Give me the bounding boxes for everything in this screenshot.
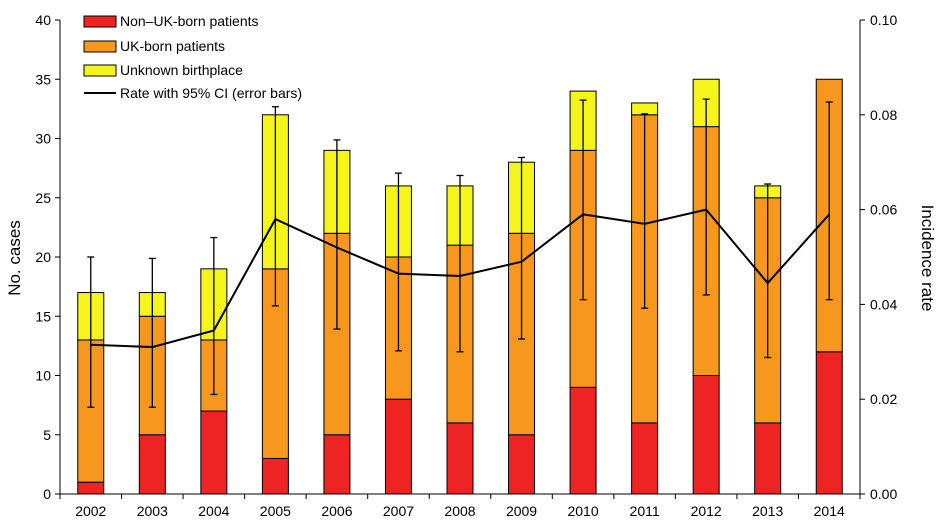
y-axis-title: No. cases <box>5 220 24 296</box>
x-tick-label-2014: 2014 <box>814 503 845 519</box>
bar-segment-2004-s0 <box>200 410 228 495</box>
y-tick-label-25: 25 <box>35 190 51 206</box>
bar-segment-2013-s0 <box>754 422 782 495</box>
axes-layer: 0 5 10 15 20 25 30 35 40 0.00 0.02 0.04 0.06 0.08 0.10… <box>35 12 897 519</box>
y2-axis-title: Incidence rate <box>918 205 937 312</box>
y-tick-label-30: 30 <box>35 131 51 147</box>
bar-segment-2011-s2 <box>631 102 659 116</box>
rate-line-layer <box>87 98 833 408</box>
bar-segment-2009-s0 <box>508 434 536 495</box>
bar-segment-2007-s0 <box>384 398 412 495</box>
bar-segment-2010-s0 <box>569 386 597 495</box>
x-tick-label-2011: 2011 <box>630 503 660 519</box>
x-tick-label-2004: 2004 <box>198 503 229 519</box>
y-tick-label-35: 35 <box>35 71 51 87</box>
legend-swatch-non-uk-born <box>83 15 117 28</box>
y2-tick-label-0.02: 0.02 <box>870 391 897 407</box>
x-tick-label-2009: 2009 <box>506 503 537 519</box>
y2-tick-label-0.00: 0.00 <box>870 486 897 502</box>
legend-label-unknown-birthplace: Unknown birthplace <box>120 62 243 78</box>
legend-swatch-uk-born <box>83 40 117 53</box>
x-tick-label-2010: 2010 <box>567 503 598 519</box>
x-tick-label-2008: 2008 <box>444 503 475 519</box>
y2-tick-label-0.06: 0.06 <box>870 202 897 218</box>
bar-segment-2002-s0 <box>77 481 105 495</box>
y-tick-label-40: 40 <box>35 12 51 28</box>
legend-swatch-unknown-birthplace <box>83 64 117 77</box>
y2-tick-label-0.04: 0.04 <box>870 296 897 312</box>
y-tick-label-5: 5 <box>43 427 51 443</box>
bar-segment-2014-s0 <box>815 351 843 495</box>
y-tick-label-10: 10 <box>35 368 51 384</box>
y2-tick-label-0.10: 0.10 <box>870 12 897 28</box>
bar-segment-2008-s0 <box>446 422 474 495</box>
bar-segment-2012-s0 <box>692 375 720 495</box>
x-tick-label-2006: 2006 <box>321 503 352 519</box>
x-tick-label-2013: 2013 <box>752 503 783 519</box>
legend-label-uk-born: UK-born patients <box>120 38 225 54</box>
legend-label-non-uk-born: Non–UK-born patients <box>120 13 259 29</box>
x-tick-label-2012: 2012 <box>691 503 722 519</box>
x-tick-label-2005: 2005 <box>260 503 291 519</box>
legend: Non–UK-born patients UK-born patients Un… <box>83 13 302 101</box>
x-tick-label-2002: 2002 <box>75 503 106 519</box>
legend-label-rate: Rate with 95% CI (error bars) <box>120 85 302 101</box>
bar-segment-2003-s0 <box>138 434 166 495</box>
bar-segment-2006-s0 <box>323 434 351 495</box>
bar-segment-2002-s1 <box>77 339 105 483</box>
y-tick-label-20: 20 <box>35 249 51 265</box>
x-tick-label-2003: 2003 <box>137 503 168 519</box>
bar-segment-2005-s0 <box>261 457 289 495</box>
y-tick-label-15: 15 <box>35 308 51 324</box>
y-tick-label-0: 0 <box>43 486 51 502</box>
bar-segment-2011-s0 <box>631 422 659 495</box>
x-tick-label-2007: 2007 <box>383 503 414 519</box>
y2-tick-label-0.08: 0.08 <box>870 107 897 123</box>
